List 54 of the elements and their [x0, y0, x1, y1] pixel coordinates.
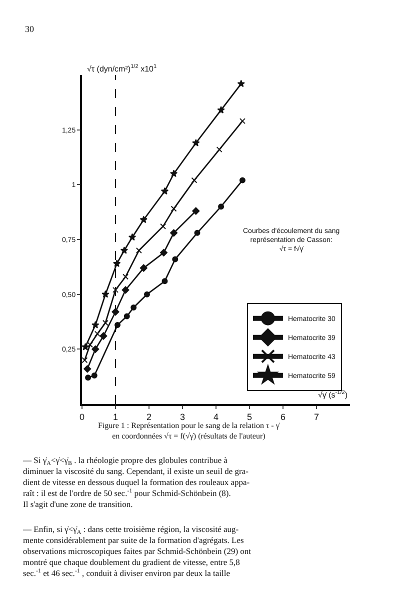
- point: [128, 233, 136, 241]
- point: [191, 177, 198, 184]
- point: [136, 247, 142, 254]
- x-tick-label: 3: [180, 412, 186, 422]
- point: [170, 170, 178, 178]
- point: [140, 216, 148, 224]
- point: [102, 320, 108, 326]
- point: [94, 330, 100, 337]
- point: [217, 106, 225, 114]
- point: [84, 365, 92, 373]
- caption: Figure 1 : Représentation pour le sang de la relation τ - γ̇ en coordonnées √τ = f(√γ̇) (résultats de l'auteur): [98, 421, 280, 440]
- point: [120, 246, 128, 254]
- point: [160, 223, 166, 230]
- x-tick-label: 0: [79, 412, 85, 422]
- point: [144, 291, 150, 298]
- text: — Si γ̇$_{A}$<γ̇<γ̇$_{B}$ . la rhéologie propre des globules contribue à diminuer la viscosité du sang. Cependant, il existe un seuil de gra- dient de vitesse en dessous duquel la formation des rouleaux appa- raît : il est de l'ordre de 50 sec.$^{-1}$ pour Schmid-Schönbein (8). Il s'agit d'une zone de transition.: [23, 455, 250, 510]
- point: [92, 321, 100, 328]
- point: [112, 286, 118, 293]
- point: [92, 345, 100, 353]
- x-tick-label: 5: [246, 412, 252, 422]
- text: — Enfin, si γ̇<γ̇$_{A}$ : dans cette troisième région, la viscosité aug- mente considérablement par suite de la formation d'agrégats. Les observations microscopiques faites par Schmid-Schönbein (29) ont montré que chaque doublement du gradient de vitesse, entre 5,8 sec.$^{-1}$ et 46 sec.$^{-1}$ , conduit à diviser environ par deux la taille: [23, 524, 252, 578]
- point: [239, 118, 246, 124]
- point: [113, 260, 121, 267]
- point: [192, 207, 200, 215]
- point: [124, 313, 130, 320]
- text: 30: [25, 24, 34, 34]
- point: [194, 230, 200, 236]
- point: [170, 206, 177, 212]
- point: [237, 80, 245, 88]
- point: [122, 274, 129, 280]
- point: [172, 256, 178, 262]
- point: [82, 357, 88, 364]
- point: [130, 304, 137, 310]
- x-tick-label: 7: [314, 412, 320, 422]
- point: [91, 372, 98, 378]
- x-tick-label: 1: [112, 412, 118, 422]
- point: [85, 374, 92, 381]
- x-tick-label: 6: [280, 412, 286, 422]
- point: [122, 286, 130, 294]
- point: [216, 146, 222, 153]
- point: [102, 290, 110, 298]
- point: [140, 264, 148, 272]
- point: [162, 278, 168, 284]
- point: [100, 332, 108, 340]
- y-axis-title: √τ (dyn/cm²)$^{1/2}$ x10$^{1}$: [87, 63, 157, 74]
- point: [82, 342, 90, 350]
- point: [170, 229, 178, 237]
- x-tick-label: 4: [213, 412, 219, 422]
- point: [239, 177, 246, 184]
- point: [160, 187, 169, 195]
- point: [218, 204, 224, 210]
- x-tick-label: 2: [146, 412, 152, 422]
- point: [192, 138, 200, 146]
- point: [160, 248, 168, 256]
